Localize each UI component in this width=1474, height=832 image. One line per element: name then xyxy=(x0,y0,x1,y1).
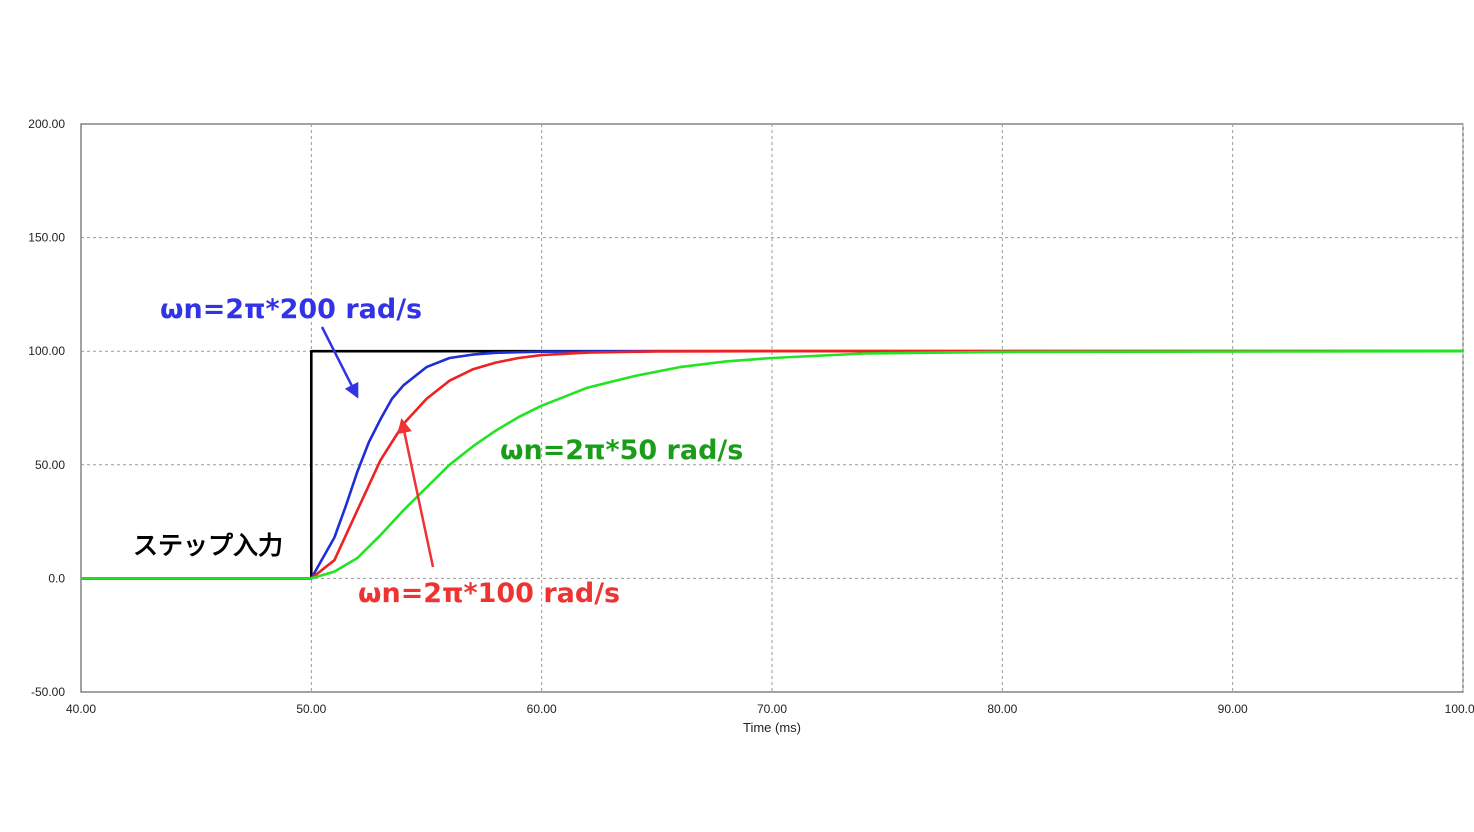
y-tick-label: 50.00 xyxy=(35,458,65,472)
x-axis-ticks: 40.00 50.00 60.00 70.00 80.00 90.00 100.00 xyxy=(66,702,1474,716)
x-tick-label: 40.00 xyxy=(66,702,96,716)
annotation-wn-100: ωn=2π*100 rad/s xyxy=(358,578,620,609)
x-tick-label: 50.00 xyxy=(296,702,326,716)
series-line-200 xyxy=(81,349,1463,580)
series-line-50 xyxy=(81,349,1464,580)
annotation-wn-50: ωn=2π*50 rad/s xyxy=(500,435,743,466)
series-lines xyxy=(81,349,1464,580)
x-axis-label: Time (ms) xyxy=(743,720,801,735)
y-tick-label: 0.0 xyxy=(48,571,65,585)
x-tick-label: 70.00 xyxy=(757,702,787,716)
x-tick-label: 60.00 xyxy=(527,702,557,716)
annotation-arrows xyxy=(320,326,435,568)
annotation-step-input: ステップ入力 xyxy=(133,531,283,560)
y-axis-ticks: 200.00 150.00 100.00 50.00 0.0 -50.00 xyxy=(28,117,65,699)
series-line-100 xyxy=(81,349,1463,580)
annotations: ωn=2π*200 rad/s ωn=2π*50 rad/s ωn=2π*100 r… xyxy=(133,294,743,609)
y-tick-label: 200.00 xyxy=(28,117,65,131)
x-tick-label: 100.00 xyxy=(1445,702,1474,716)
arrow-200 xyxy=(320,326,359,399)
x-tick-label: 90.00 xyxy=(1218,702,1248,716)
y-tick-label: 150.00 xyxy=(28,231,65,245)
x-tick-label: 80.00 xyxy=(987,702,1017,716)
annotation-wn-200: ωn=2π*200 rad/s xyxy=(160,294,422,325)
arrow-100 xyxy=(397,418,435,568)
y-tick-label: -50.00 xyxy=(31,685,65,699)
y-tick-label: 100.00 xyxy=(28,344,65,358)
